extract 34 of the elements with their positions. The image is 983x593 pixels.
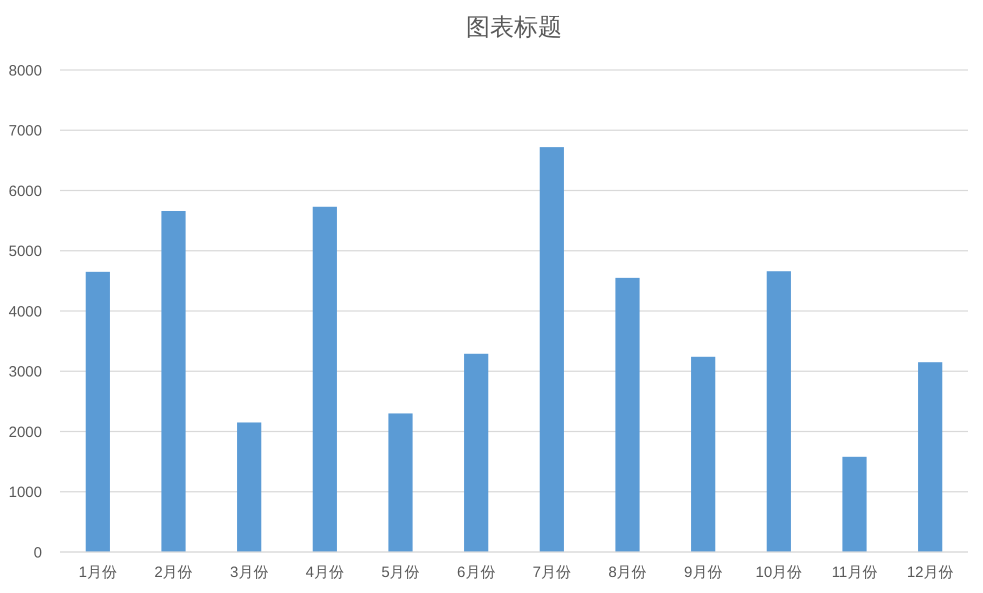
bar: [615, 278, 640, 552]
y-tick-label: 3000: [8, 364, 42, 380]
bar: [237, 422, 262, 552]
bar: [691, 356, 716, 552]
x-tick-label: 12月份: [906, 564, 954, 581]
x-tick-label: 6月份: [456, 564, 496, 581]
x-tick-label: 4月份: [306, 564, 344, 581]
bar: [918, 362, 942, 552]
bar: [312, 206, 337, 552]
bar: [842, 456, 867, 552]
y-tick-label: 4000: [8, 303, 42, 320]
bar: [161, 210, 186, 552]
x-tick-label: 8月份: [608, 564, 647, 581]
bar: [766, 271, 791, 552]
chart-title: 图表标题: [466, 14, 562, 41]
x-tick-label: 1月份: [78, 564, 118, 581]
bar: [388, 413, 413, 552]
y-tick-label: 1000: [8, 484, 42, 501]
y-tick-label: 6000: [8, 182, 42, 200]
bar: [86, 272, 110, 552]
y-tick-label: 7000: [8, 122, 42, 140]
y-tick-label: 5000: [8, 243, 42, 260]
x-tick-label: 9月份: [684, 564, 722, 581]
x-tick-label: 10月份: [755, 564, 802, 581]
x-tick-label: 2月份: [154, 564, 193, 581]
x-tick-label: 7月份: [532, 564, 572, 581]
x-tick-label: 5月份: [381, 564, 420, 581]
y-tick-label: 2000: [8, 424, 42, 441]
x-tick-label: 3月份: [230, 564, 268, 581]
bar: [464, 354, 488, 552]
x-tick-label: 11月份: [832, 564, 878, 581]
bar: [540, 147, 564, 552]
y-tick-label: 8000: [8, 62, 42, 80]
y-tick-label: 0: [34, 544, 42, 562]
